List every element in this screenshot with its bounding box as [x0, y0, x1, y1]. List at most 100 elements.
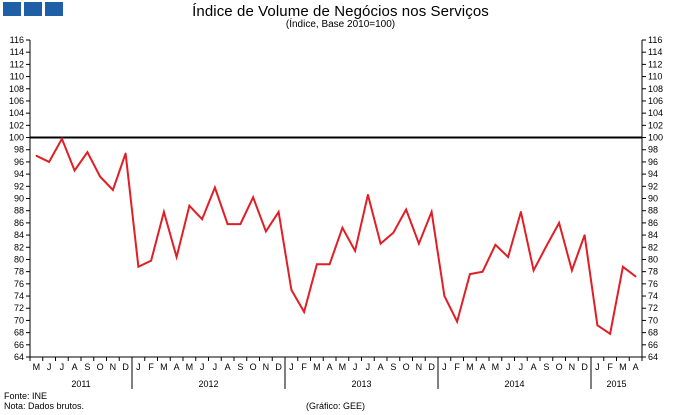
month-label: D — [275, 362, 282, 372]
y-tick-label-left: 98 — [14, 145, 24, 155]
month-label: M — [313, 362, 321, 372]
month-label: M — [492, 362, 500, 372]
y-tick-label-right: 80 — [648, 254, 658, 264]
month-label: F — [454, 362, 460, 372]
month-label: J — [289, 362, 294, 372]
month-label: M — [619, 362, 627, 372]
month-label: J — [519, 362, 524, 372]
year-label: 2015 — [606, 379, 626, 389]
month-label: N — [416, 362, 423, 372]
y-tick-label-left: 116 — [10, 35, 24, 45]
data-point — [634, 275, 637, 278]
month-label: J — [47, 362, 52, 372]
data-point — [35, 154, 38, 157]
month-label: O — [403, 362, 410, 372]
data-point — [481, 270, 484, 273]
y-tick-label-left: 102 — [9, 120, 24, 130]
y-tick-label-right: 92 — [648, 181, 658, 191]
y-tick-label-left: 78 — [14, 267, 24, 277]
month-label: A — [72, 362, 78, 372]
y-tick-label-right: 90 — [648, 194, 658, 204]
month-label: J — [213, 362, 218, 372]
y-tick-label-right: 66 — [648, 340, 658, 350]
month-label: M — [186, 362, 194, 372]
y-tick-label-left: 104 — [9, 108, 24, 118]
data-point — [61, 137, 63, 140]
month-label: O — [97, 362, 104, 372]
data-point — [596, 324, 599, 327]
y-tick-label-right: 86 — [648, 218, 658, 228]
year-label: 2014 — [504, 379, 524, 389]
y-tick-label-right: 102 — [648, 120, 663, 130]
y-tick-label-right: 116 — [648, 35, 662, 45]
data-point — [532, 269, 535, 272]
month-label: O — [250, 362, 257, 372]
month-label: A — [327, 362, 333, 372]
data-point — [520, 211, 522, 213]
month-label: A — [225, 362, 231, 372]
month-label: J — [200, 362, 205, 372]
y-tick-label-left: 92 — [14, 181, 24, 191]
year-label: 2012 — [198, 379, 218, 389]
y-tick-label-left: 114 — [10, 47, 24, 57]
data-point — [328, 263, 331, 266]
data-note: Nota: Dados brutos. — [4, 401, 85, 411]
month-label: N — [569, 362, 576, 372]
data-point — [112, 189, 114, 191]
month-label: O — [556, 362, 563, 372]
month-label: F — [148, 362, 154, 372]
data-point — [201, 218, 204, 221]
data-point — [214, 186, 216, 189]
y-tick-label-right: 108 — [648, 84, 663, 94]
y-tick-label-right: 94 — [648, 169, 658, 179]
y-tick-label-right: 68 — [648, 328, 658, 338]
month-label: A — [531, 362, 537, 372]
month-label: S — [390, 362, 396, 372]
data-point — [545, 245, 548, 247]
logo-square-2 — [24, 2, 42, 16]
logo-square-1 — [3, 2, 21, 16]
y-tick-label-left: 76 — [14, 279, 24, 289]
month-label: N — [110, 362, 117, 372]
y-tick-label-right: 98 — [648, 145, 658, 155]
y-tick-label-left: 66 — [14, 340, 24, 350]
month-label: F — [301, 362, 307, 372]
y-tick-label-left: 70 — [14, 315, 24, 325]
month-label: F — [607, 362, 613, 372]
month-label: D — [428, 362, 435, 372]
data-point — [99, 175, 101, 178]
data-point — [137, 265, 140, 268]
y-tick-label-left: 110 — [10, 72, 24, 82]
month-label: S — [543, 362, 549, 372]
y-tick-label-left: 94 — [14, 169, 24, 179]
data-point — [316, 263, 318, 266]
y-tick-label-left: 80 — [14, 254, 24, 264]
y-tick-label-right: 82 — [648, 242, 658, 252]
data-point — [150, 259, 153, 262]
y-tick-label-left: 74 — [14, 291, 24, 301]
month-label: A — [174, 362, 180, 372]
y-tick-label-left: 72 — [14, 303, 24, 313]
month-label: A — [378, 362, 384, 372]
data-point — [469, 273, 471, 275]
data-point — [494, 243, 497, 246]
chart-credit: (Gráfico: GEE) — [306, 401, 366, 411]
data-point — [277, 211, 280, 213]
month-label: M — [339, 362, 347, 372]
y-tick-label-left: 86 — [14, 218, 24, 228]
data-point — [354, 250, 356, 252]
month-label: D — [122, 362, 129, 372]
data-point — [86, 151, 89, 154]
y-tick-label-right: 112 — [648, 59, 662, 69]
month-label: J — [442, 362, 447, 372]
year-label: 2011 — [71, 379, 90, 389]
data-point — [418, 242, 420, 245]
source-note: Fonte: INE — [4, 391, 48, 401]
y-tick-label-right: 114 — [648, 47, 662, 57]
y-tick-label-right: 70 — [648, 315, 658, 325]
month-label: J — [506, 362, 511, 372]
y-tick-label-right: 78 — [648, 267, 658, 277]
month-label: N — [263, 362, 270, 372]
y-tick-label-left: 106 — [9, 96, 24, 106]
